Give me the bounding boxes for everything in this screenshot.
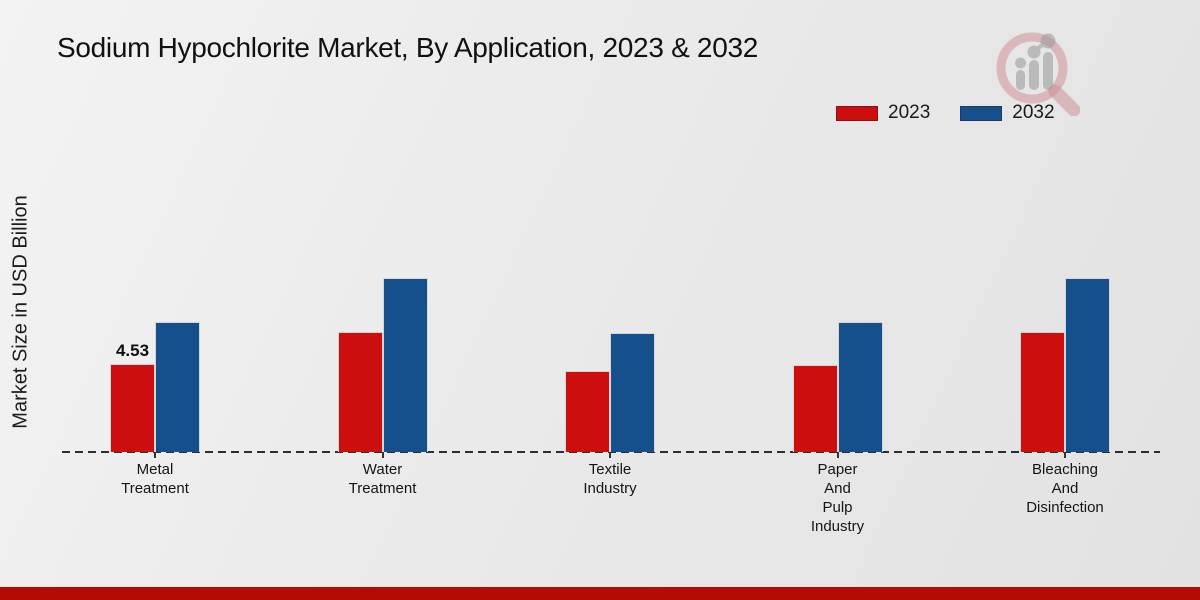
category-label-line: And	[1051, 480, 1079, 497]
bar-2032-metal-treatment	[155, 322, 200, 452]
legend-swatch-2032	[960, 105, 1003, 121]
bar-value-label: 4.53	[115, 341, 150, 360]
legend-item-2032: 2032	[960, 102, 1055, 124]
legend-label-2023: 2023	[888, 102, 931, 123]
plot-area: 4.53	[62, 252, 1160, 452]
category-label-textile-industry: Textile Industry	[530, 460, 690, 498]
x-axis-tick	[381, 452, 384, 458]
bar-2023-paper-and-pulp-industry	[792, 365, 838, 452]
bar-2032-bleaching-and-disinfection	[1065, 278, 1110, 452]
category-label-water-treatment: Water Treatment	[303, 460, 463, 498]
magnifier-barchart-logo-icon	[996, 32, 1080, 116]
category-label-metal-treatment: Metal Treatment	[75, 460, 235, 498]
legend-item-2023: 2023	[836, 102, 930, 124]
category-label-line: Metal	[136, 461, 174, 478]
bar-2032-paper-and-pulp-industry	[837, 322, 883, 452]
x-axis-tick	[836, 452, 839, 458]
category-label-line: Industry	[583, 480, 637, 497]
category-label-line: Pulp	[822, 499, 853, 516]
category-label-line: And	[824, 480, 851, 497]
bar-2032-water-treatment	[382, 278, 428, 452]
category-label-line: Bleaching	[1032, 461, 1098, 478]
legend: 2023 2032	[836, 102, 1055, 124]
chart-title: Sodium Hypochlorite Market, By Applicati…	[57, 32, 759, 63]
x-axis-tick	[1064, 452, 1066, 458]
category-label-line: Industry	[810, 518, 865, 535]
y-axis-label: Market Size in USD Billion	[9, 195, 32, 429]
x-axis-tick	[154, 452, 156, 458]
bar-2023-bleaching-and-disinfection	[1020, 332, 1065, 452]
x-axis-tick	[609, 452, 611, 458]
category-label-line: Paper	[817, 461, 858, 478]
legend-swatch-2023	[836, 105, 878, 121]
bar-2032-textile-industry	[610, 333, 655, 452]
category-label-line: Disinfection	[1026, 499, 1104, 516]
category-label-line: Treatment	[121, 480, 189, 497]
x-axis-baseline	[62, 451, 1160, 453]
footer-strip	[0, 587, 1200, 600]
legend-label-2032: 2032	[1012, 102, 1055, 123]
bar-2023-textile-industry	[565, 371, 610, 452]
category-label-paper-and-pulp-industry: Paper And Pulp Industry	[758, 460, 918, 536]
bar-2023-metal-treatment	[110, 364, 155, 452]
category-label-line: Water	[362, 461, 403, 478]
category-label-bleaching-and-disinfection: Bleaching And Disinfection	[985, 460, 1145, 517]
bar-2023-water-treatment	[337, 332, 383, 452]
category-label-line: Treatment	[348, 480, 417, 497]
category-label-line: Textile	[588, 461, 632, 478]
